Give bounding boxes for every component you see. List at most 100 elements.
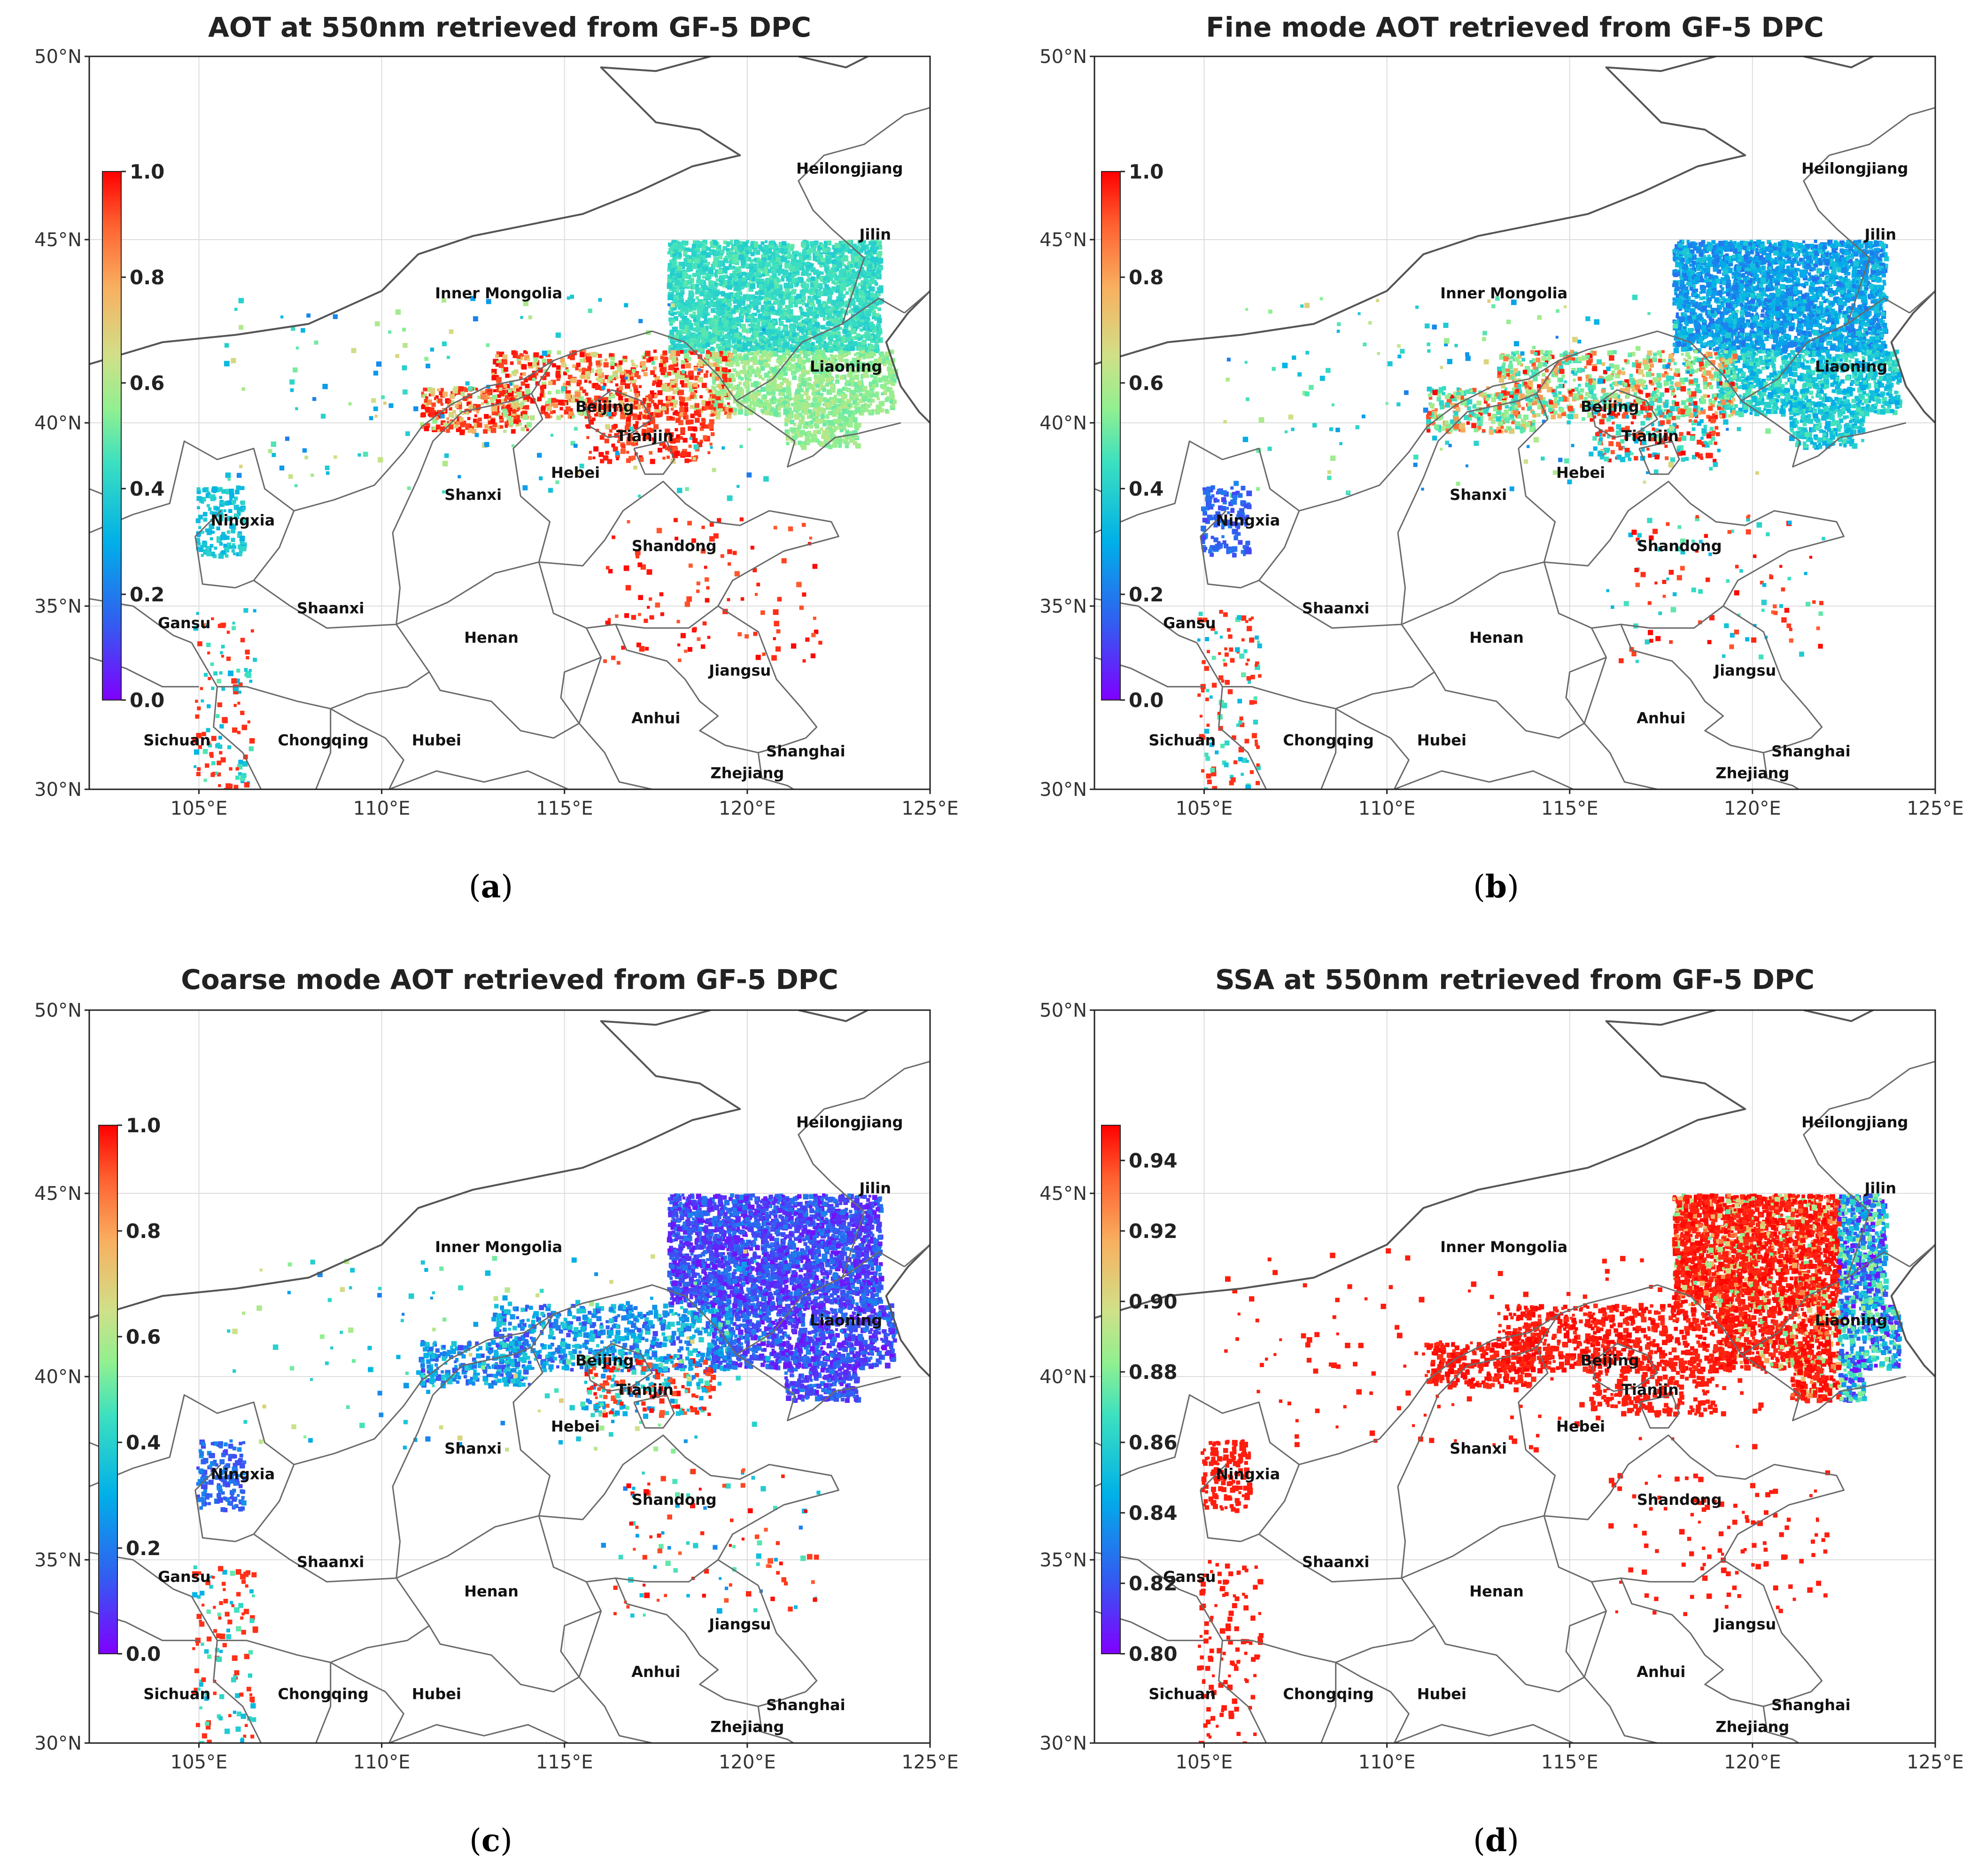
retrieval-pixel — [814, 245, 817, 249]
retrieval-pixel — [851, 301, 855, 304]
retrieval-pixel — [684, 241, 689, 245]
retrieval-pixel — [547, 350, 551, 354]
retrieval-pixel — [857, 264, 861, 267]
retrieval-pixel — [760, 267, 764, 272]
retrieval-pixel — [524, 378, 527, 382]
retrieval-pixel — [834, 242, 840, 249]
retrieval-pixel — [777, 303, 781, 306]
retrieval-pixel — [742, 342, 748, 348]
retrieval-pixel — [844, 405, 847, 408]
retrieval-pixel — [837, 335, 841, 339]
retrieval-pixel — [598, 451, 604, 457]
retrieval-pixel — [861, 350, 865, 354]
retrieval-pixel — [738, 375, 742, 380]
retrieval-pixel — [702, 306, 708, 312]
retrieval-pixel — [692, 426, 697, 431]
retrieval-pixel — [808, 264, 814, 269]
retrieval-pixel — [689, 386, 694, 392]
retrieval-pixel — [620, 373, 626, 379]
retrieval-pixel — [801, 331, 805, 335]
retrieval-pixel — [760, 308, 765, 312]
retrieval-pixel — [851, 384, 854, 387]
retrieval-pixel — [667, 263, 673, 268]
retrieval-pixel — [887, 366, 892, 372]
retrieval-pixel — [427, 399, 432, 405]
retrieval-pixel — [665, 403, 669, 407]
retrieval-pixel — [770, 337, 774, 341]
retrieval-pixel — [520, 381, 526, 386]
retrieval-pixel — [806, 336, 810, 340]
retrieval-pixel — [413, 406, 419, 412]
retrieval-pixel — [692, 457, 696, 461]
retrieval-pixel — [763, 305, 769, 311]
retrieval-pixel — [661, 441, 666, 446]
retrieval-pixel — [794, 394, 800, 400]
retrieval-pixel — [728, 405, 732, 409]
retrieval-pixel — [586, 424, 591, 429]
retrieval-pixel — [718, 245, 721, 249]
retrieval-pixel — [744, 306, 747, 310]
retrieval-pixel — [871, 346, 875, 350]
retrieval-pixel — [669, 310, 673, 313]
retrieval-pixel — [836, 257, 841, 263]
retrieval-pixel — [724, 256, 729, 260]
retrieval-pixel — [521, 405, 526, 410]
retrieval-pixel — [808, 272, 812, 276]
retrieval-pixel — [772, 260, 777, 266]
retrieval-pixel — [430, 410, 436, 416]
retrieval-pixel — [735, 346, 741, 352]
retrieval-pixel — [768, 322, 774, 328]
retrieval-pixel — [764, 280, 767, 284]
retrieval-pixel — [513, 414, 518, 419]
retrieval-pixel — [712, 245, 715, 249]
retrieval-pixel — [659, 360, 663, 363]
retrieval-pixel — [424, 357, 429, 361]
retrieval-pixel — [793, 423, 797, 426]
retrieval-pixel — [830, 354, 833, 358]
retrieval-pixel — [862, 363, 866, 367]
retrieval-pixel — [777, 307, 782, 311]
retrieval-pixel — [505, 395, 511, 400]
retrieval-pixel — [840, 251, 845, 256]
retrieval-pixel — [776, 288, 782, 294]
retrieval-pixel — [728, 303, 732, 307]
retrieval-pixel — [826, 332, 831, 337]
retrieval-pixel — [728, 313, 733, 319]
retrieval-pixel — [729, 264, 732, 267]
retrieval-pixel — [455, 389, 461, 395]
retrieval-pixel — [710, 410, 714, 413]
retrieval-pixel — [588, 308, 593, 313]
retrieval-pixel — [826, 429, 830, 433]
retrieval-pixel — [620, 380, 626, 386]
retrieval-pixel — [753, 400, 757, 404]
retrieval-pixel — [708, 389, 712, 393]
retrieval-pixel — [861, 322, 866, 326]
retrieval-pixel — [726, 343, 730, 348]
retrieval-pixel — [697, 312, 701, 316]
retrieval-pixel — [699, 288, 705, 294]
retrieval-pixel — [658, 413, 663, 417]
retrieval-pixel — [421, 391, 424, 395]
retrieval-pixel — [837, 391, 841, 396]
retrieval-pixel — [762, 273, 765, 277]
retrieval-pixel — [681, 383, 685, 388]
retrieval-pixel — [837, 418, 843, 424]
retrieval-pixel — [878, 401, 884, 406]
retrieval-pixel — [862, 356, 866, 359]
retrieval-pixel — [757, 318, 761, 321]
retrieval-pixel — [822, 369, 827, 374]
retrieval-pixel — [843, 326, 849, 331]
retrieval-pixel — [794, 399, 798, 403]
retrieval-pixel — [826, 389, 832, 395]
retrieval-pixel — [778, 405, 781, 409]
retrieval-pixel — [838, 413, 844, 420]
retrieval-pixel — [710, 333, 715, 338]
retrieval-pixel — [524, 355, 530, 361]
retrieval-pixel — [437, 388, 440, 391]
retrieval-pixel — [829, 435, 834, 440]
retrieval-pixel — [503, 384, 507, 389]
retrieval-pixel — [720, 306, 725, 311]
retrieval-pixel — [603, 411, 608, 417]
retrieval-pixel — [870, 398, 875, 403]
